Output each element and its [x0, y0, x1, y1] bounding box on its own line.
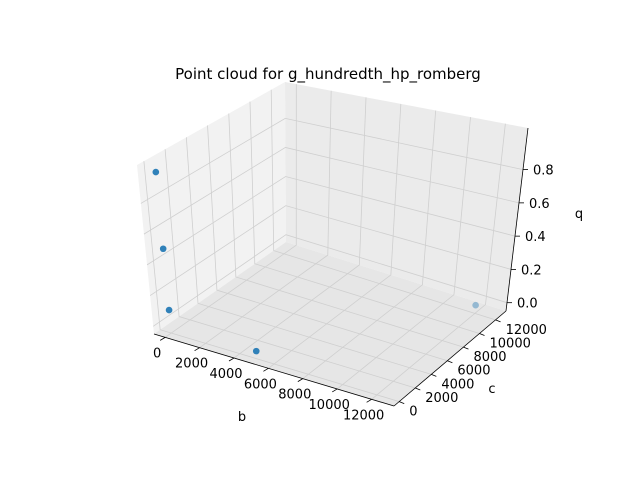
z-tick-label: 0.2 — [521, 263, 542, 278]
z-grid-line — [146, 176, 516, 266]
y-grid-line — [164, 149, 416, 389]
y-grid-line — [185, 137, 432, 375]
z-grid-line — [143, 147, 520, 235]
data-points — [152, 168, 479, 355]
data-point — [472, 301, 479, 309]
x-tick-mark — [159, 337, 166, 341]
back-right-pane — [285, 82, 528, 311]
y-grid-line — [270, 89, 496, 321]
y-tick-label: 0 — [409, 405, 417, 420]
y-tick-mark — [431, 373, 437, 377]
back-left-pane — [137, 82, 286, 334]
x-tick-mark — [297, 378, 304, 382]
y-tick-label: 6000 — [457, 364, 490, 379]
x-axis-label: b — [238, 410, 246, 425]
data-point — [159, 245, 167, 253]
y-tick-mark — [479, 333, 485, 336]
z-axis-line — [505, 127, 529, 312]
x-tick-mark — [194, 347, 200, 352]
x-tick-mark — [263, 367, 269, 372]
y-grid-line — [249, 101, 480, 334]
x-tick-mark — [228, 357, 235, 362]
data-point — [152, 168, 160, 176]
y-tick-mark — [415, 387, 421, 391]
x-tick-label: 0 — [153, 346, 161, 361]
y-tick-label: 8000 — [473, 350, 506, 365]
y-tick-label: 10000 — [490, 336, 531, 351]
data-point — [165, 306, 173, 314]
x-tick-label: 12000 — [343, 408, 384, 423]
y-axis-line — [393, 310, 507, 407]
chart-title: Point cloud for g_hundredth_hp_romberg — [175, 65, 481, 84]
data-point — [252, 347, 260, 355]
x-tick-label: 2000 — [175, 357, 208, 372]
y-tick-mark — [447, 360, 453, 364]
y-axis-label: c — [488, 382, 495, 397]
y-tick-mark — [495, 319, 501, 323]
x-tick-label: 10000 — [309, 398, 350, 413]
z-grid-line — [140, 117, 524, 204]
y-tick-label: 12000 — [506, 323, 547, 338]
y-grid-line — [143, 161, 400, 402]
x-tick-label: 8000 — [278, 388, 311, 403]
y-grid-line — [228, 113, 464, 348]
x-tick-label: 6000 — [244, 377, 277, 392]
x-axis-line — [153, 333, 395, 407]
z-tick-label: 0.0 — [517, 297, 538, 312]
z-tick-label: 0.4 — [525, 230, 546, 245]
y-tick-mark — [463, 346, 469, 350]
grid-lines — [140, 84, 524, 402]
y-grid-line — [207, 125, 448, 362]
y-tick-label: 4000 — [441, 377, 474, 392]
z-tick-label: 0.8 — [533, 164, 554, 179]
z-grid-line — [153, 234, 508, 327]
x-tick-label: 4000 — [209, 367, 242, 382]
z-tick-label: 0.6 — [529, 197, 550, 212]
x-tick-mark — [332, 388, 338, 393]
y-tick-label: 2000 — [425, 391, 458, 406]
z-axis-label: q — [575, 207, 583, 222]
z-grid-line — [149, 205, 512, 296]
x-tick-mark — [366, 398, 372, 403]
y-tick-mark — [399, 401, 405, 404]
